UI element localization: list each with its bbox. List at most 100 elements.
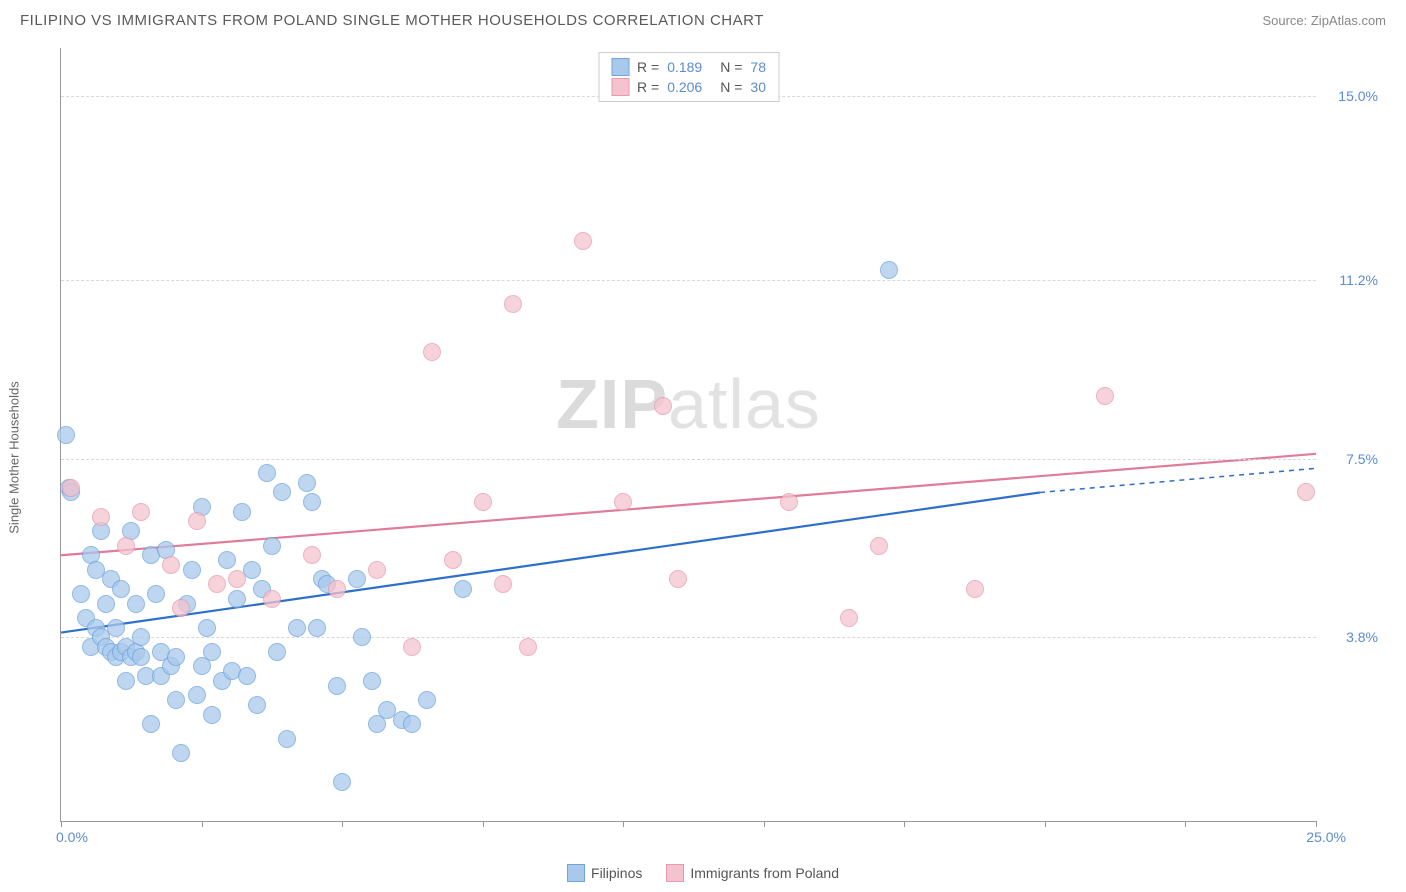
scatter-point-filipinos [268,643,286,661]
gridline [61,637,1316,638]
scatter-point-poland [117,537,135,555]
scatter-point-filipinos [333,773,351,791]
scatter-point-filipinos [142,715,160,733]
series-legend: Filipinos Immigrants from Poland [567,864,839,882]
n-label: N = [720,59,742,75]
legend-swatch-pink [611,78,629,96]
scatter-point-filipinos [263,537,281,555]
scatter-point-poland [188,512,206,530]
trend-line [61,454,1316,555]
scatter-point-filipinos [228,590,246,608]
scatter-point-filipinos [258,464,276,482]
scatter-point-filipinos [117,672,135,690]
x-tick [764,821,765,827]
source-label: Source: ZipAtlas.com [1262,13,1386,28]
scatter-point-poland [1297,483,1315,501]
scatter-point-poland [1096,387,1114,405]
legend-swatch-pink [666,864,684,882]
scatter-point-poland [423,343,441,361]
legend-swatch-blue [611,58,629,76]
y-tick-label: 11.2% [1339,272,1378,288]
legend-label-1: Immigrants from Poland [690,865,839,881]
scatter-point-filipinos [308,619,326,637]
scatter-point-filipinos [278,730,296,748]
scatter-point-filipinos [353,628,371,646]
scatter-point-poland [228,570,246,588]
trend-line-extrapolated [1040,468,1316,492]
scatter-point-filipinos [203,643,221,661]
r-label: R = [637,79,659,95]
scatter-point-poland [574,232,592,250]
scatter-point-poland [368,561,386,579]
scatter-point-poland [840,609,858,627]
n-value-0: 78 [750,59,766,75]
x-max-label: 25.0% [1306,829,1346,845]
legend-row-filipinos: R = 0.189 N = 78 [611,57,766,77]
legend-swatch-blue [567,864,585,882]
scatter-point-filipinos [328,677,346,695]
scatter-point-filipinos [167,691,185,709]
legend-row-poland: R = 0.206 N = 30 [611,77,766,97]
x-tick [1045,821,1046,827]
scatter-point-filipinos [147,585,165,603]
watermark-atlas: atlas [668,365,821,443]
scatter-point-filipinos [72,585,90,603]
x-tick [342,821,343,827]
scatter-point-filipinos [238,667,256,685]
scatter-point-filipinos [880,261,898,279]
scatter-point-filipinos [132,648,150,666]
scatter-point-filipinos [298,474,316,492]
r-value-0: 0.189 [667,59,702,75]
x-tick [483,821,484,827]
correlation-legend: R = 0.189 N = 78 R = 0.206 N = 30 [598,52,779,102]
scatter-point-filipinos [363,672,381,690]
scatter-point-filipinos [303,493,321,511]
n-label: N = [720,79,742,95]
scatter-point-poland [162,556,180,574]
legend-item-filipinos: Filipinos [567,864,642,882]
x-tick [61,821,62,827]
gridline [61,280,1316,281]
scatter-point-filipinos [273,483,291,501]
y-tick-label: 15.0% [1338,88,1378,104]
watermark: ZIPatlas [556,364,821,444]
scatter-point-poland [780,493,798,511]
scatter-point-poland [966,580,984,598]
x-tick [1316,821,1317,827]
scatter-point-filipinos [97,595,115,613]
x-tick [623,821,624,827]
scatter-point-poland [494,575,512,593]
n-value-1: 30 [750,79,766,95]
trend-line [61,492,1040,632]
x-tick [202,821,203,827]
scatter-point-filipinos [188,686,206,704]
scatter-point-filipinos [348,570,366,588]
scatter-point-filipinos [203,706,221,724]
plot-area: ZIPatlas R = 0.189 N = 78 R = 0.206 N = … [60,48,1316,822]
scatter-point-poland [92,508,110,526]
scatter-point-poland [328,580,346,598]
scatter-point-poland [870,537,888,555]
y-tick-label: 3.8% [1346,629,1378,645]
scatter-point-poland [654,397,672,415]
scatter-point-filipinos [107,619,125,637]
scatter-point-filipinos [454,580,472,598]
scatter-point-filipinos [127,595,145,613]
scatter-point-poland [132,503,150,521]
scatter-point-poland [263,590,281,608]
scatter-point-filipinos [183,561,201,579]
x-tick [1185,821,1186,827]
scatter-point-filipinos [288,619,306,637]
scatter-point-poland [474,493,492,511]
legend-label-0: Filipinos [591,865,642,881]
x-tick [904,821,905,827]
chart-container: ZIPatlas R = 0.189 N = 78 R = 0.206 N = … [50,48,1386,842]
legend-item-poland: Immigrants from Poland [666,864,839,882]
scatter-point-filipinos [243,561,261,579]
scatter-point-poland [403,638,421,656]
scatter-point-filipinos [218,551,236,569]
scatter-point-poland [62,479,80,497]
scatter-point-poland [504,295,522,313]
scatter-point-filipinos [112,580,130,598]
y-axis-label: Single Mother Households [7,381,22,533]
